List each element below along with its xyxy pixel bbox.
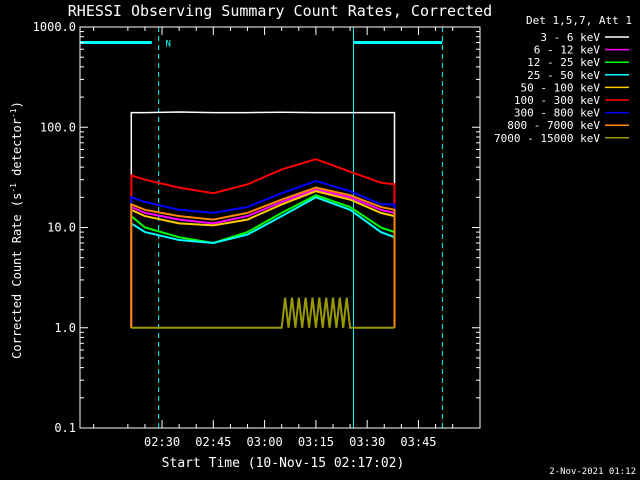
legend-entry-label: 50 - 100 keV: [521, 81, 601, 94]
legend-entry-label: 300 - 800 keV: [514, 107, 600, 120]
x-tick-label: 03:00: [247, 435, 283, 449]
y-axis-label-main: Corrected Count Rate (s: [10, 193, 24, 359]
series-line: [130, 111, 396, 328]
y-axis-label: Corrected Count Rate (s-1 detector-1): [9, 101, 24, 359]
legend-entry-label: 800 - 7000 keV: [507, 119, 600, 132]
y-axis-label-mid: detector: [10, 118, 24, 183]
y-tick-label: 1000.0: [33, 20, 76, 34]
x-tick-label: 02:30: [144, 435, 180, 449]
x-tick-label: 02:45: [195, 435, 231, 449]
legend-entry-label: 6 - 12 keV: [534, 44, 601, 57]
series-line: [130, 196, 396, 328]
x-tick-label: 03:30: [349, 435, 385, 449]
y-tick-label: 10.0: [47, 221, 76, 235]
y-axis-label-end: ): [10, 101, 24, 108]
marker-label: N: [165, 40, 170, 50]
axes-layer: 0.1 1.0 10.0 100.0 1000.0 02:30 02:45 03:00 03:1…: [33, 20, 481, 449]
y-tick-label: 100.0: [40, 120, 76, 134]
series-layer: [130, 111, 396, 329]
x-tick-label: 03:45: [400, 435, 436, 449]
y-axis-label-sup1: -1: [9, 183, 18, 193]
series-line: [130, 188, 396, 328]
legend-title: Det 1,5,7, Att 1: [526, 14, 632, 27]
y-axis-label-sup2: -1: [9, 108, 18, 118]
legend-entry-label: 100 - 300 keV: [514, 94, 600, 107]
chart-title: RHESSI Observing Summary Count Rates, Co…: [68, 2, 492, 20]
series-line: [130, 180, 396, 328]
series-line: [130, 158, 396, 328]
y-tick-label: 1.0: [54, 321, 76, 335]
x-axis-label: Start Time (10-Nov-15 02:17:02): [162, 456, 405, 471]
y-tick-label: 0.1: [54, 421, 76, 435]
x-tick-label: 03:15: [298, 435, 334, 449]
series-line: [130, 190, 396, 328]
legend-entry-label: 25 - 50 keV: [527, 69, 600, 82]
legend-entry-label: 3 - 6 keV: [540, 31, 600, 44]
legend-entry-label: 7000 - 15000 keV: [494, 132, 600, 145]
legend-entry-label: 12 - 25 keV: [527, 56, 600, 69]
series-line: [130, 186, 396, 328]
series-line: [131, 297, 395, 329]
series-line: [130, 194, 396, 328]
plot-frame: [79, 26, 481, 429]
footer-timestamp: 2-Nov-2021 01:12: [549, 467, 636, 477]
